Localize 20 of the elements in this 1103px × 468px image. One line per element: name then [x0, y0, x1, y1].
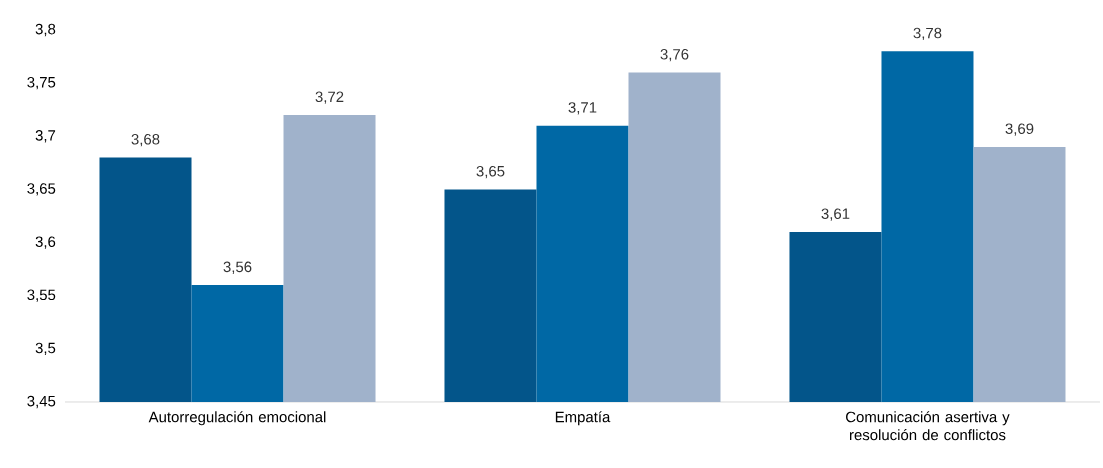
- y-tick-label: 3,45: [27, 395, 56, 409]
- data-label: 3,78: [913, 27, 942, 41]
- data-label: 3,76: [660, 48, 689, 62]
- data-label: 3,65: [476, 165, 505, 179]
- x-tick-label: Comunicación asertiva y resolución de conflictos: [846, 411, 1010, 441]
- y-tick-label: 3,7: [35, 130, 56, 143]
- y-tick-label: 3,6: [35, 236, 56, 249]
- data-label: 3,68: [131, 134, 160, 147]
- data-label: 3,69: [1005, 123, 1034, 136]
- y-tick-label: 3,75: [27, 76, 56, 90]
- x-tick-label: Autorregulación emocional: [148, 411, 326, 426]
- y-tick-label: 3,55: [27, 289, 56, 302]
- data-label: 3,71: [568, 102, 597, 115]
- data-label: 3,72: [315, 91, 344, 104]
- x-tick-label: Empatía: [555, 411, 611, 426]
- y-tick-label: 3,5: [35, 342, 56, 356]
- y-tick-label: 3,65: [27, 183, 56, 196]
- data-label: 3,56: [223, 261, 252, 274]
- data-label: 3,61: [821, 208, 850, 221]
- y-tick-label: 3,8: [35, 23, 56, 37]
